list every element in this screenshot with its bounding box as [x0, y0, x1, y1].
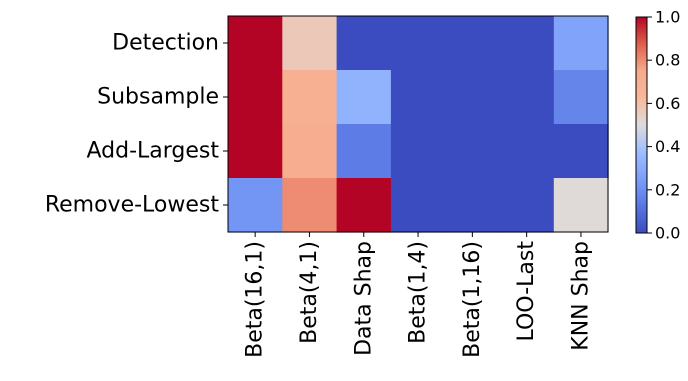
row-labels: Detection Subsample Add-Largest Remove-Lowe…: [45, 31, 228, 218]
colorbar-tick-label: 0.4: [655, 137, 680, 156]
heatmap-cell-subsample-loo-last: [499, 70, 555, 125]
heatmap-cell-detection-loo-last: [499, 16, 555, 71]
heatmap-cell-remove-lowest-knn-shap: [553, 178, 609, 233]
heatmap-cell-subsample-beta-4-1: [282, 70, 338, 125]
heatmap-cell-add-largest-knn-shap: [553, 124, 609, 179]
colorbar-tick-label: 1.0: [655, 8, 680, 27]
colorbar-ticks: 0.0 0.2 0.4 0.6 0.8 1.0: [647, 8, 680, 243]
heatmap-cell-detection-beta-16-1: [228, 16, 283, 71]
heatmap-cell-detection-data-shap: [336, 16, 392, 71]
heatmap-cell-add-largest-beta-1-4: [390, 124, 446, 179]
column-label-beta-4-1: Beta(4,1): [297, 241, 322, 344]
column-labels: Beta(16,1) Beta(4,1) Data Shap Beta(1,4) Bet…: [243, 232, 593, 358]
column-label-loo-last: LOO-Last: [514, 241, 539, 342]
heatmap-cell-remove-lowest-loo-last: [499, 178, 555, 233]
heatmap-cell-add-largest-data-shap: [336, 124, 392, 179]
colorbar: [635, 16, 648, 234]
heatmap-cell-subsample-data-shap: [336, 70, 392, 125]
heatmap-cell-subsample-beta-16-1: [228, 70, 283, 125]
heatmap-cell-detection-beta-1-16: [445, 16, 501, 71]
heatmap-cell-remove-lowest-beta-1-16: [445, 178, 501, 233]
heatmap-cell-remove-lowest-data-shap: [336, 178, 392, 233]
heatmap-cell-detection-knn-shap: [553, 16, 609, 71]
colorbar-tick-label: 0.2: [655, 180, 680, 199]
row-label-remove-lowest: Remove-Lowest: [45, 193, 220, 218]
heatmap-cell-detection-beta-1-4: [390, 16, 446, 71]
row-label-subsample: Subsample: [97, 85, 219, 110]
column-label-beta-1-16: Beta(1,16): [460, 241, 485, 358]
heatmap-cell-detection-beta-4-1: [282, 16, 338, 71]
heatmap-cell-subsample-knn-shap: [553, 70, 609, 125]
row-label-add-largest: Add-Largest: [86, 139, 219, 164]
heatmap-cell-subsample-beta-1-16: [445, 70, 501, 125]
heatmap-cells: [228, 16, 609, 233]
colorbar-tick-label: 0.0: [655, 224, 680, 243]
heatmap-cell-remove-lowest-beta-1-4: [390, 178, 446, 233]
colorbar-tick-label: 0.6: [655, 94, 680, 113]
colorbar-tick-label: 0.8: [655, 51, 680, 70]
column-label-beta-16-1: Beta(16,1): [243, 241, 268, 358]
heatmap-cell-remove-lowest-beta-16-1: [228, 178, 283, 233]
heatmap-cell-add-largest-loo-last: [499, 124, 555, 179]
column-label-beta-1-4: Beta(1,4): [406, 241, 431, 344]
heatmap-cell-add-largest-beta-1-16: [445, 124, 501, 179]
heatmap-cell-add-largest-beta-4-1: [282, 124, 338, 179]
column-label-data-shap: Data Shap: [351, 241, 376, 356]
heatmap-cell-add-largest-beta-16-1: [228, 124, 283, 179]
heatmap-cell-subsample-beta-1-4: [390, 70, 446, 125]
row-label-detection: Detection: [112, 31, 219, 56]
heatmap-cell-remove-lowest-beta-4-1: [282, 178, 338, 233]
column-label-knn-shap: KNN Shap: [568, 241, 593, 351]
